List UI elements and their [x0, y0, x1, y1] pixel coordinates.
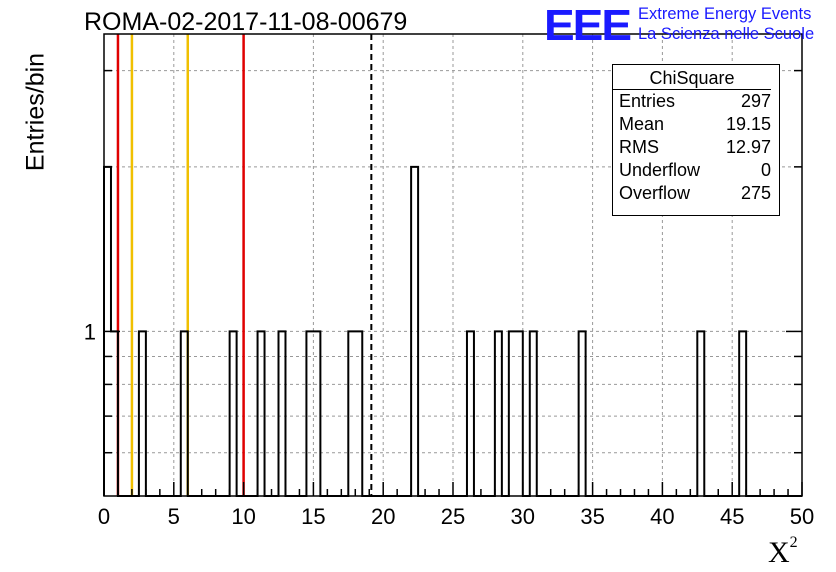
stats-label: Mean [619, 114, 665, 134]
x-axis-label-base: X [768, 536, 790, 569]
logo-line-2: La Scienza nelle Scuole [638, 25, 815, 43]
logo-line-1: Extreme Energy Events [638, 5, 812, 23]
stats-row-mean: Mean 19.15 [613, 113, 779, 136]
stats-row-entries: Entries 297 [613, 90, 779, 113]
stats-value: 297 [740, 91, 771, 111]
stats-value: 0 [760, 160, 771, 180]
stats-value: 12.97 [725, 137, 771, 157]
y-tick-label: 1 [84, 319, 96, 344]
x-tick-label: 50 [790, 504, 814, 529]
x-tick-label: 5 [168, 504, 180, 529]
stats-row-underflow: Underflow 0 [613, 159, 779, 182]
x-tick-label: 35 [580, 504, 604, 529]
stats-label: RMS [619, 137, 659, 157]
stats-value: 275 [740, 183, 771, 203]
stats-label: Overflow [619, 183, 691, 203]
stats-label: Entries [619, 91, 676, 111]
stats-label: Underflow [619, 160, 701, 180]
x-tick-label: 20 [371, 504, 395, 529]
stats-box: ChiSquare Entries 297 Mean 19.15 RMS 12.97 … [612, 64, 780, 216]
logo-caption: Extreme Energy Events La Scienza nelle S… [638, 4, 814, 44]
y-axis-label: Entries/bin [21, 52, 50, 172]
stats-title: ChiSquare [613, 65, 771, 90]
x-tick-label: 40 [650, 504, 674, 529]
x-tick-label: 10 [231, 504, 255, 529]
eee-logo: EEE [544, 0, 632, 50]
reference-lines [116, 34, 373, 496]
x-tick-label: 15 [301, 504, 325, 529]
x-tick-label: 25 [441, 504, 465, 529]
chart-title: ROMA-02-2017-11-08-00679 [84, 8, 408, 36]
axis-tick-labels: 0 5 10 15 20 25 30 35 40 45 50 1 [84, 319, 814, 529]
x-axis-label-superscript: 2 [789, 534, 798, 551]
x-tick-label: 45 [720, 504, 744, 529]
x-axis-label: X2 [768, 534, 798, 570]
axis-ticks [103, 69, 803, 496]
x-tick-label: 30 [511, 504, 535, 529]
stats-value: 19.15 [725, 114, 771, 134]
stats-row-rms: RMS 12.97 [613, 136, 779, 159]
x-tick-label: 0 [98, 504, 110, 529]
stats-row-overflow: Overflow 275 [613, 182, 779, 205]
